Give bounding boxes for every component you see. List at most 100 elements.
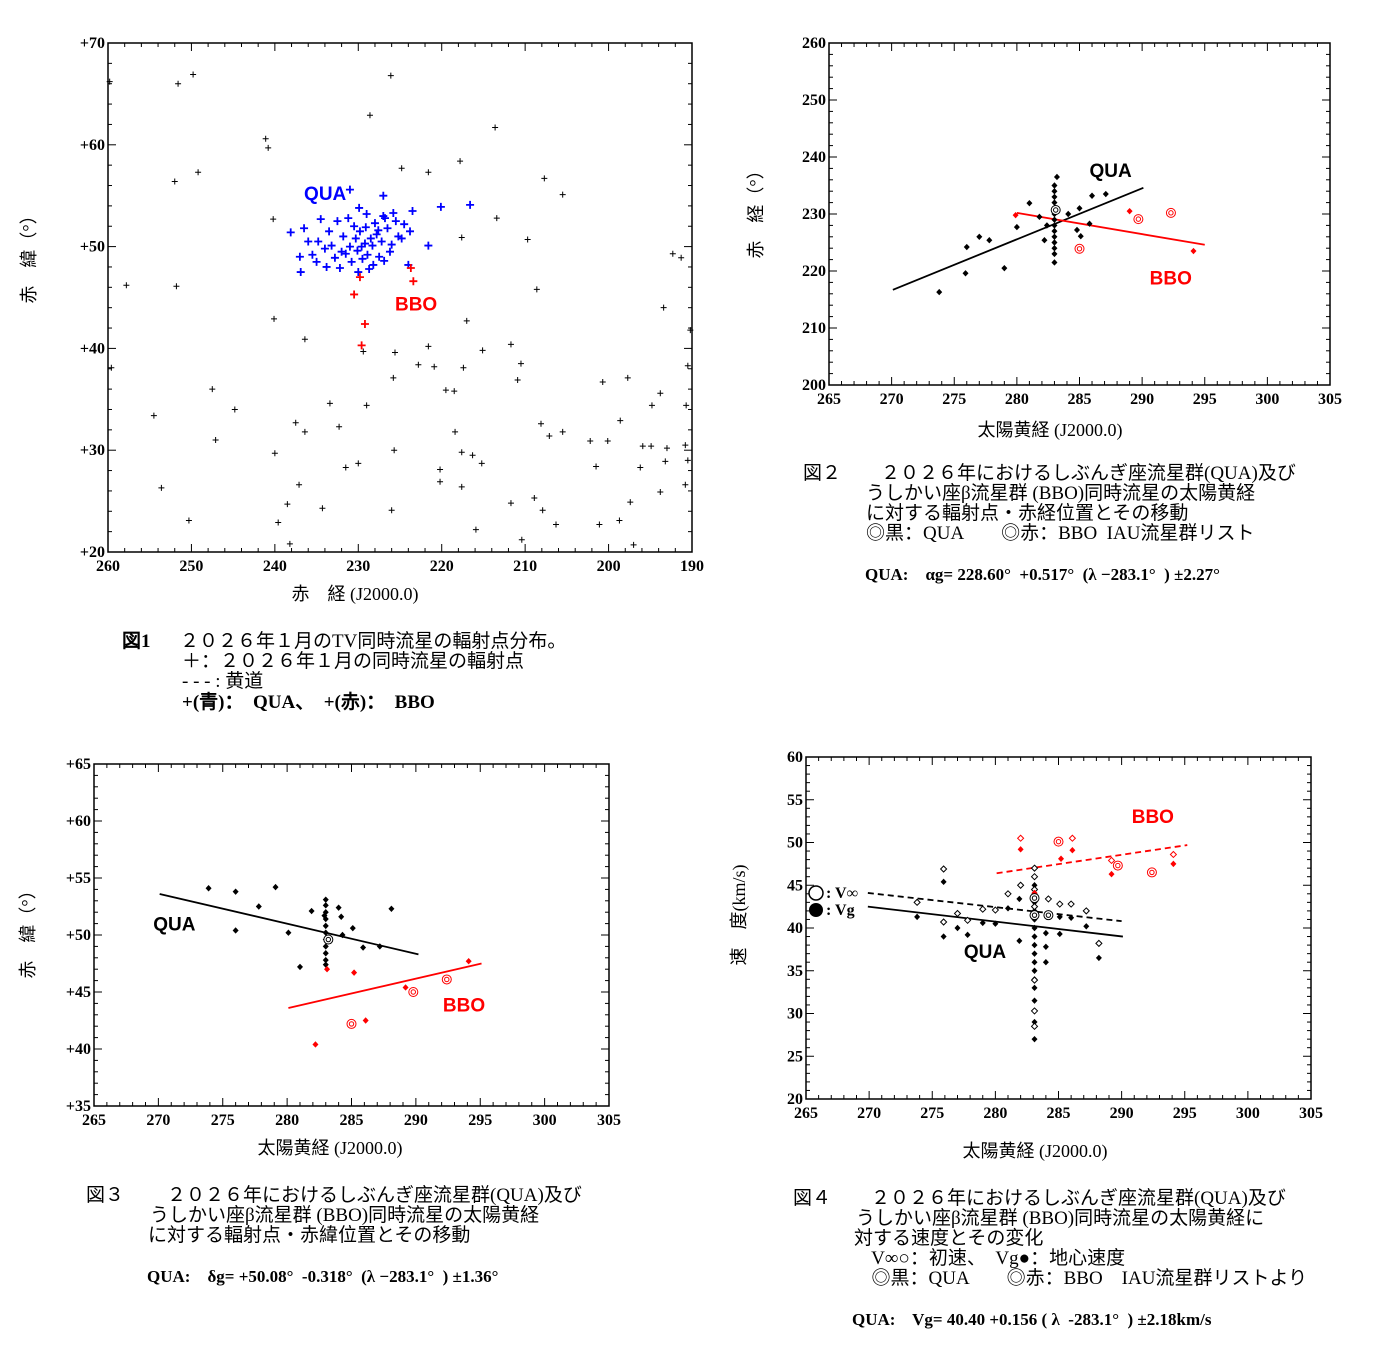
target-marker (1053, 836, 1064, 847)
diamond-marker (349, 924, 356, 932)
plus-marker (301, 336, 308, 343)
plus-marker (627, 499, 634, 506)
plus-marker (507, 341, 514, 348)
diamond-marker (1083, 923, 1090, 930)
x-tick-label: 295 (1173, 1105, 1197, 1122)
open-diamond-marker (1030, 976, 1039, 984)
diamond-marker (1102, 190, 1109, 198)
open-diamond-marker (1082, 907, 1090, 915)
plus-marker (337, 247, 346, 256)
fig1-number: 図1 (122, 631, 151, 652)
plus-marker (630, 541, 637, 548)
diamond-marker (1042, 959, 1049, 966)
chart-3: 265 270 275 280 285 290 295 300 305 +35 +40 +45 +50 +… (18, 756, 621, 1159)
diamond-marker (1005, 905, 1011, 912)
target-marker (1029, 893, 1040, 904)
plus-marker (275, 519, 282, 526)
plus-marker (374, 226, 383, 235)
plus-marker (559, 428, 566, 435)
plus-marker (507, 500, 514, 507)
diamond-marker (321, 912, 328, 919)
diamond-marker (1031, 984, 1038, 992)
open-diamond-marker (979, 905, 987, 913)
y-tick-label: 240 (802, 149, 826, 166)
target-marker (441, 974, 452, 985)
label-bbo: BBO (1150, 269, 1192, 290)
plus-marker (599, 378, 606, 385)
plus-marker (292, 419, 299, 426)
y-axis-label: 赤 緯（°） (19, 206, 39, 303)
y-axis-label: 速 度(km/s) (729, 864, 750, 965)
diamond-marker (1031, 933, 1038, 940)
plus-marker (479, 347, 486, 354)
plus-marker (342, 464, 349, 471)
plus-marker (300, 224, 309, 233)
y-tick-label: 55 (787, 792, 803, 809)
open-diamond-marker (1016, 881, 1025, 889)
plus-marker (531, 495, 538, 502)
y-tick-label: 60 (787, 749, 803, 766)
x-tick-label: 275 (942, 391, 966, 408)
plus-marker (391, 349, 398, 356)
plus-marker (296, 481, 303, 488)
target-marker (1043, 910, 1054, 921)
x-tick-label: 275 (920, 1105, 944, 1122)
y-tick-label: 250 (802, 92, 826, 109)
open-diamond-marker (939, 865, 948, 873)
y-tick-label: 20 (787, 1091, 803, 1108)
diamond-marker (1051, 239, 1058, 246)
plus-marker (363, 250, 372, 259)
plus-marker (308, 250, 317, 259)
diamond-marker (1031, 959, 1038, 966)
label-qua: QUA (964, 942, 1007, 963)
target-marker-inner (325, 936, 332, 943)
plus-marker (375, 252, 384, 261)
y-tick-label: +65 (66, 756, 91, 773)
x-tick-label: 300 (533, 1112, 557, 1129)
x-tick-label: 295 (468, 1112, 492, 1129)
diamond-marker (1077, 233, 1084, 240)
target-marker (1074, 243, 1085, 254)
diamond-marker (1051, 188, 1058, 195)
y-tick-label: 50 (787, 835, 803, 852)
fig4-formula: QUA: Vg= 40.40 +0.156 ( λ -283.1° ) ±2.1… (852, 1310, 1212, 1329)
x-tick-label: 300 (1255, 391, 1279, 408)
plus-marker (466, 200, 475, 209)
open-diamond-marker (1030, 1022, 1039, 1031)
diamond-marker (1126, 207, 1133, 215)
plus-marker (415, 361, 422, 368)
trend-line-bbo (288, 962, 482, 1009)
diamond-marker (322, 902, 329, 909)
target-marker-inner (1053, 207, 1059, 213)
legend-label: : Vg (826, 902, 855, 919)
plus-marker (458, 483, 465, 490)
plus-marker (398, 165, 405, 172)
plus-marker (354, 268, 363, 277)
diamond-marker (339, 931, 346, 939)
series-bbo-iau (1053, 836, 1157, 878)
diamond-marker (1031, 941, 1038, 949)
plus-marker (312, 257, 321, 266)
plus-marker (322, 262, 331, 271)
y-tick-label: +50 (80, 239, 105, 256)
diamond-marker (402, 984, 409, 991)
plus-marker (357, 341, 366, 350)
plus-marker (271, 315, 278, 322)
x-tick-label: 285 (340, 1112, 364, 1129)
diamond-marker (351, 969, 358, 976)
series-bbo-iau (346, 974, 452, 1029)
plus-marker (533, 286, 540, 293)
plus-marker (327, 241, 336, 250)
diamond-marker (322, 922, 329, 930)
plus-marker (379, 191, 388, 200)
x-tick-label: 290 (1110, 1105, 1134, 1122)
plus-marker (286, 228, 295, 237)
diamond-marker (940, 878, 947, 886)
diamond-marker (1051, 222, 1058, 229)
chart-1: 260 250 240 230 220 210 200 190 +20 +30 +40 +50 +60 +… (19, 35, 704, 605)
plus-marker (524, 236, 531, 243)
fig2-caption-line1: ２０２６年におけるしぶんぎ座流星群(QUA)及び (862, 463, 1296, 484)
target-marker (1133, 214, 1144, 225)
diamond-marker (1051, 259, 1058, 266)
plus-marker (683, 402, 690, 409)
